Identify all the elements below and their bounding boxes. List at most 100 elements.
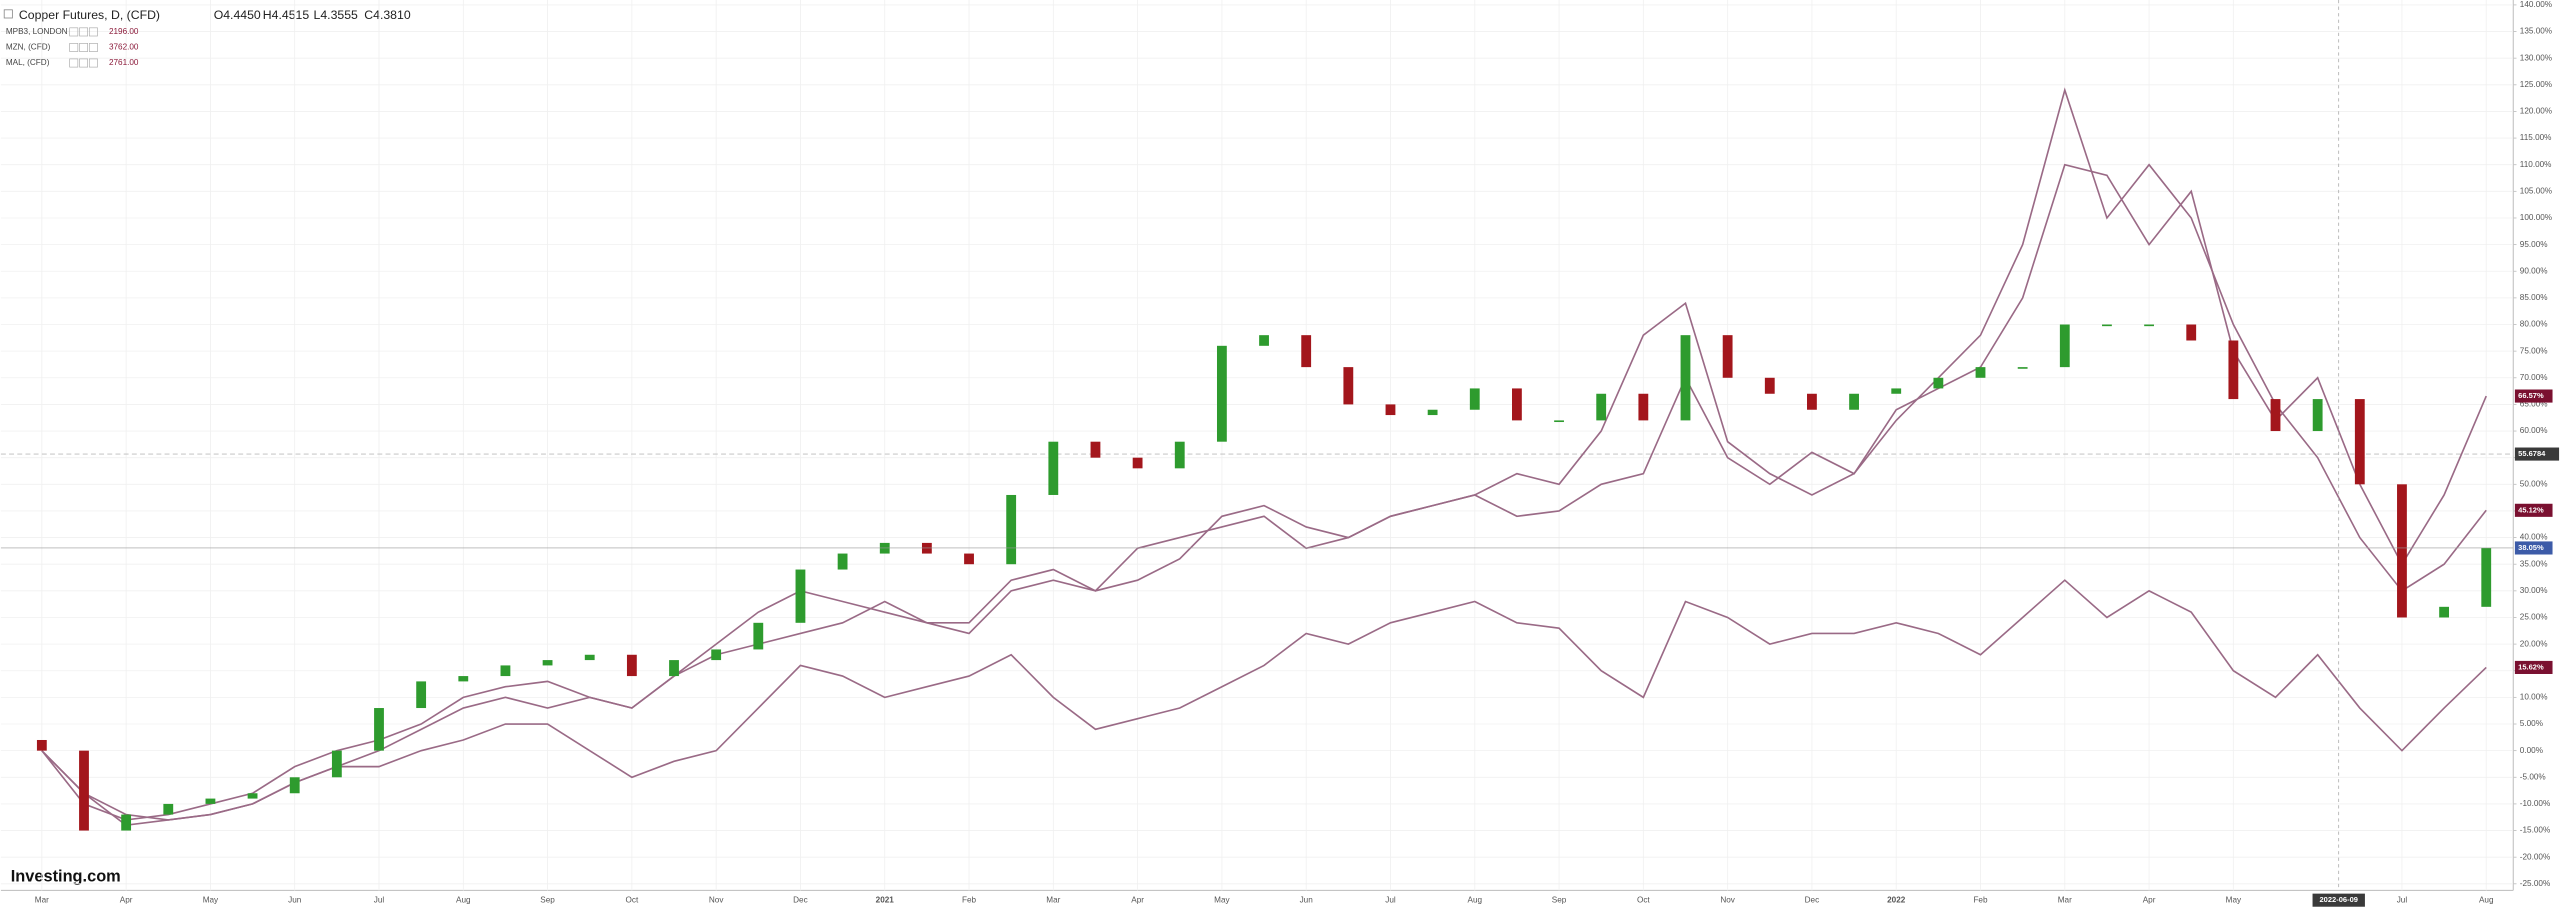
candle — [1933, 377, 1944, 389]
y-tick-label: 70.00% — [2520, 373, 2548, 382]
candle — [753, 622, 764, 650]
y-tick-label: 120.00% — [2520, 107, 2552, 116]
candle — [1048, 441, 1059, 495]
y-tick-label: 0.00% — [2520, 746, 2543, 755]
x-tick-label: May — [2226, 895, 2242, 904]
x-tick-label: Feb — [962, 895, 977, 904]
x-tick-label: Nov — [1720, 895, 1735, 904]
y-tick-label: 135.00% — [2520, 27, 2552, 36]
value-tag-label: 45.12% — [2518, 505, 2544, 514]
x-tick-label: Mar — [1046, 895, 1060, 904]
candle — [795, 569, 806, 623]
x-tick-label: Feb — [1973, 895, 1988, 904]
legend-entry: MAL, (CFD) — [6, 58, 50, 67]
legend-icon — [69, 58, 79, 68]
x-tick-label: May — [203, 895, 219, 904]
x-tick-label: Aug — [1467, 895, 1482, 904]
x-tick-label: Dec — [793, 895, 808, 904]
candle — [1006, 494, 1017, 565]
candle — [2144, 324, 2154, 327]
candle — [289, 777, 300, 794]
candle — [2312, 399, 2323, 432]
x-tick-label: Aug — [2479, 895, 2494, 904]
x-tick-label: Apr — [120, 895, 133, 904]
value-tag — [2514, 660, 2553, 674]
ohlc-open: O4.4450 — [214, 8, 261, 22]
candle — [416, 681, 427, 709]
candle — [542, 660, 553, 666]
candle — [1512, 388, 1522, 421]
collapse-icon[interactable] — [3, 9, 13, 19]
candle — [121, 814, 132, 831]
legend-value: 2196.00 — [109, 27, 139, 36]
series-line — [41, 87, 2487, 827]
candle — [331, 750, 342, 778]
y-tick-label: 20.00% — [2520, 639, 2548, 648]
candle — [1722, 335, 1733, 378]
candle — [1638, 393, 1649, 421]
candle — [2017, 367, 2028, 369]
candle — [2270, 399, 2281, 432]
x-tick-label: Sep — [1552, 895, 1567, 904]
candle — [1849, 393, 1859, 410]
y-tick-label: 130.00% — [2520, 53, 2552, 62]
x-tick-label: May — [1214, 895, 1230, 904]
series-line — [41, 163, 2487, 821]
y-tick-label: 115.00% — [2520, 133, 2552, 142]
x-tick-label: 2022 — [1887, 895, 1906, 904]
logo: Investing.com — [11, 868, 121, 886]
candle — [374, 708, 384, 751]
y-tick-label: 30.00% — [2520, 586, 2548, 595]
y-tick-label: 40.00% — [2520, 533, 2548, 542]
candle — [2102, 324, 2112, 327]
candle — [1385, 404, 1396, 416]
y-tick-label: 140.00% — [2520, 0, 2552, 9]
y-tick-label: 5.00% — [2520, 719, 2543, 728]
x-tick-label: Dec — [1805, 895, 1820, 904]
candle — [247, 793, 258, 799]
y-tick-label: 25.00% — [2520, 613, 2548, 622]
y-tick-label: 75.00% — [2520, 346, 2548, 355]
candle — [79, 750, 89, 831]
candle — [2228, 340, 2239, 400]
y-tick-label: 85.00% — [2520, 293, 2548, 302]
price-tag-label: 55.6784 — [2518, 449, 2546, 458]
crosshair-label: 2022-06-09 — [2320, 895, 2358, 904]
candle — [1807, 393, 1817, 410]
y-tick-label: -15.00% — [2520, 826, 2550, 835]
ohlc-high: H4.4515 — [263, 8, 310, 22]
x-tick-label: Apr — [2143, 895, 2156, 904]
legend-icon — [79, 27, 88, 37]
legend-value: 3762.00 — [109, 43, 139, 52]
candle — [2059, 324, 2070, 368]
crosshair-tag — [2312, 893, 2365, 907]
legend-icon — [69, 27, 79, 37]
value-tag — [2514, 541, 2553, 555]
value-tag — [2514, 503, 2553, 517]
y-tick-label: 90.00% — [2520, 266, 2548, 275]
x-tick-label: Jun — [288, 895, 302, 904]
candle — [1174, 441, 1185, 469]
legend-value: 2761.00 — [109, 58, 139, 67]
x-tick-label: Jul — [2397, 895, 2408, 904]
candle — [1764, 377, 1775, 394]
candle — [711, 649, 722, 661]
legend-icon — [69, 43, 79, 52]
x-tick-label: Sep — [540, 895, 555, 904]
candle — [1090, 441, 1101, 458]
legend-icon — [88, 43, 98, 52]
candle — [1343, 367, 1354, 405]
x-tick-label: Nov — [709, 895, 724, 904]
y-tick-label: -10.00% — [2520, 799, 2550, 808]
x-tick-label: Jun — [1300, 895, 1314, 904]
candle — [205, 798, 216, 804]
value-tag-label: 38.05% — [2518, 543, 2544, 552]
ohlc-close: C4.3810 — [364, 8, 411, 22]
x-tick-label: Apr — [1131, 895, 1144, 904]
legend-icon — [79, 43, 88, 52]
y-tick-label: 65.00% — [2520, 400, 2548, 409]
candle — [1596, 393, 1607, 421]
candle — [458, 676, 469, 682]
